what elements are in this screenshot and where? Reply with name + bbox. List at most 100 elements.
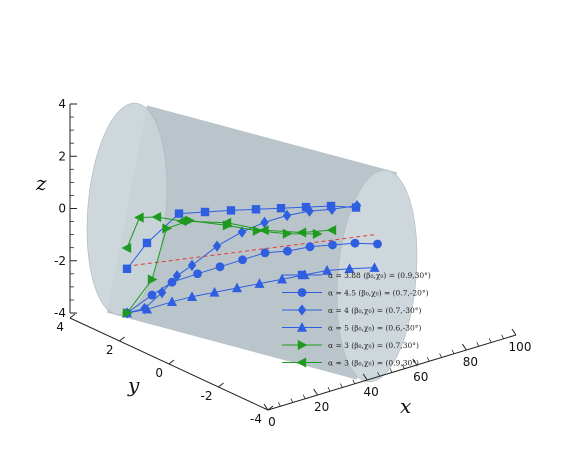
marker-triangle-left (151, 212, 162, 223)
marker-triangle-up (141, 303, 153, 314)
x-tick-label: 20 (314, 400, 329, 414)
marker-square (297, 270, 307, 280)
marker-diamond (297, 304, 307, 316)
marker-triangle-left (296, 227, 307, 238)
x-minor-tick (488, 338, 492, 343)
y-major-tick (69, 313, 76, 319)
x-major-tick (362, 373, 368, 381)
cylinder-far-cap (336, 169, 418, 383)
z-axis-label: z (35, 171, 47, 195)
marker-square (174, 209, 184, 218)
marker-diamond (327, 203, 337, 216)
cylinder-near-cap (86, 102, 168, 316)
y-major-tick (168, 359, 175, 365)
x-tick-label: 80 (463, 355, 478, 369)
x-minor-tick (352, 379, 356, 384)
x-major-tick (461, 343, 467, 351)
marker-triangle-up (296, 322, 308, 332)
cylinder-body (107, 105, 397, 380)
x-minor-tick (402, 364, 405, 369)
marker-square (251, 205, 261, 214)
marker-square (276, 204, 286, 213)
marker-square (301, 202, 311, 212)
marker-triangle-up (276, 273, 288, 284)
z-tick-label: 4 (58, 97, 66, 111)
x-minor-tick (439, 353, 442, 358)
marker-triangle-left (176, 216, 187, 227)
marker-square (122, 264, 132, 273)
marker-diamond (237, 226, 247, 238)
y-major-tick (119, 336, 125, 342)
legend-label: α = 4 (β₀,χ₀) = (0.7,-30°) (328, 306, 422, 315)
marker-square (200, 207, 210, 217)
marker-triangle-up (166, 296, 178, 306)
marker-triangle-left (326, 225, 337, 236)
marker-diamond (157, 286, 167, 299)
marker-circle (193, 269, 202, 279)
x-major-tick (263, 403, 269, 411)
legend-label: α = 3 (β₀,χ₀) = (0.9,30°) (328, 359, 419, 368)
marker-diamond (260, 216, 269, 229)
x-minor-tick (389, 368, 393, 373)
x-minor-tick (501, 334, 504, 339)
x-minor-tick (426, 357, 430, 362)
legend-label: α = 5 (β₀,χ₀) = (0.6,-30°) (328, 324, 422, 333)
marker-diamond (212, 240, 222, 252)
x-minor-tick (451, 349, 455, 354)
cylinder (86, 102, 418, 383)
marker-triangle-right (162, 223, 172, 234)
legend-label: α = 3 (β₀,χ₀) = (0.7,30°) (328, 341, 419, 350)
x-tick-label: 60 (413, 370, 428, 384)
marker-square (142, 238, 152, 248)
marker-triangle-left (296, 357, 307, 368)
marker-triangle-up (186, 291, 198, 301)
marker-triangle-left (259, 225, 269, 236)
marker-triangle-up (369, 262, 380, 272)
centerline-dashed (126, 233, 378, 267)
x-minor-tick (327, 387, 331, 392)
marker-triangle-up (254, 278, 265, 288)
marker-circle (283, 246, 292, 256)
marker-circle (147, 290, 157, 300)
series-layer (121, 199, 382, 319)
y-tick-label: 0 (155, 366, 163, 380)
z-tick-label: 2 (58, 149, 66, 163)
y-tick-label: -2 (201, 389, 213, 403)
legend: α = 3.88 (β₀,χ₀) = (0.9,30°) α = 4.5 (β₀,… (282, 270, 431, 368)
marker-triangle-right (147, 274, 158, 285)
marker-triangle-left (221, 217, 232, 228)
x-axis-label: x (400, 394, 411, 418)
y-axis-label: y (127, 373, 140, 397)
marker-diamond (282, 209, 292, 222)
x-tick-label: 0 (268, 415, 276, 429)
marker-circle (328, 240, 337, 250)
z-tick-label: -4 (54, 306, 66, 320)
series-2 (122, 238, 382, 318)
marker-circle (238, 255, 247, 265)
legend-label: α = 4.5 (β₀,χ₀) = (0.7,-20°) (328, 289, 429, 298)
x-minor-tick (476, 342, 480, 347)
series-6 (121, 212, 337, 254)
marker-diamond (140, 302, 149, 315)
marker-diamond (305, 205, 314, 217)
x-minor-tick (290, 398, 294, 403)
z-tick-label: -2 (54, 254, 66, 268)
series-line (126, 220, 318, 314)
x-major-tick (313, 388, 319, 396)
marker-diamond (187, 259, 197, 272)
y-tick-label: 4 (56, 320, 64, 334)
marker-circle (373, 239, 382, 249)
x-minor-tick (377, 372, 380, 377)
marker-circle (215, 262, 225, 272)
marker-triangle-right (185, 215, 195, 226)
marker-triangle-left (121, 242, 132, 254)
marker-circle (305, 242, 315, 252)
marker-triangle-right (122, 307, 133, 319)
x-major-tick (412, 358, 418, 366)
marker-triangle-up (209, 286, 220, 297)
x-tick-label: 40 (364, 385, 379, 399)
marker-triangle-left (134, 212, 144, 223)
marker-triangle-up (344, 263, 355, 273)
